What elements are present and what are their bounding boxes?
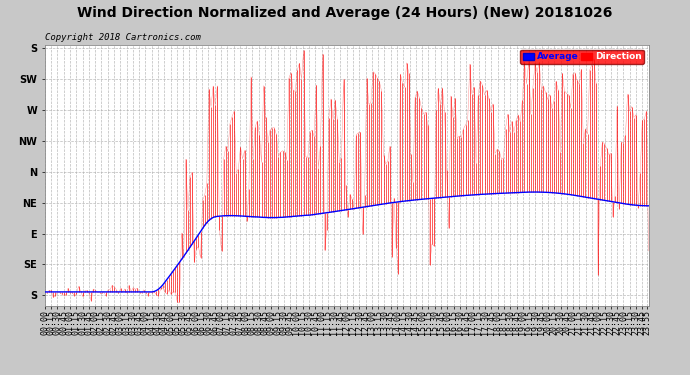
Text: Copyright 2018 Cartronics.com: Copyright 2018 Cartronics.com — [45, 33, 201, 42]
Legend: Average, Direction: Average, Direction — [520, 50, 644, 64]
Text: Wind Direction Normalized and Average (24 Hours) (New) 20181026: Wind Direction Normalized and Average (2… — [77, 6, 613, 20]
